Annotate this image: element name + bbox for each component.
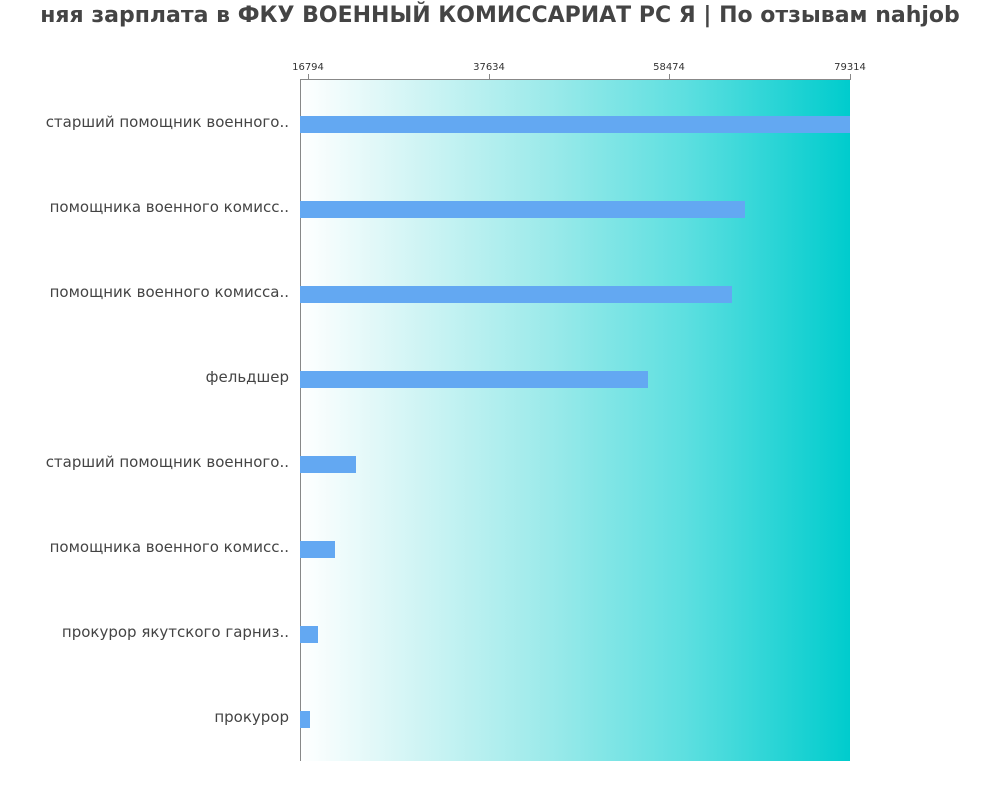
bar — [300, 456, 356, 473]
category-label: старший помощник военного.. — [45, 453, 289, 471]
category-label: помощника военного комисс.. — [49, 198, 289, 216]
bar — [300, 541, 335, 558]
x-tick-label: 37634 — [473, 62, 505, 73]
x-axis-line — [300, 79, 851, 80]
category-label: прокурор — [214, 708, 289, 726]
category-label: фельдшер — [205, 368, 289, 386]
x-tick-mark — [308, 74, 309, 80]
plot-area — [300, 80, 850, 761]
bar — [300, 201, 745, 218]
x-tick-mark — [489, 74, 490, 80]
x-tick-label: 58474 — [653, 62, 685, 73]
bar — [300, 711, 310, 728]
category-label: старший помощник военного.. — [45, 113, 289, 131]
x-tick-mark — [850, 74, 851, 80]
bar — [300, 626, 318, 643]
bar — [300, 286, 732, 303]
x-tick-label: 79314 — [834, 62, 866, 73]
category-label: помощника военного комисс.. — [49, 538, 289, 556]
bar — [300, 116, 850, 133]
category-label: прокурор якутского гарниз.. — [61, 623, 289, 641]
chart-title: няя зарплата в ФКУ ВОЕННЫЙ КОМИССАРИАТ Р… — [40, 3, 960, 28]
category-label: помощник военного комисса.. — [49, 283, 289, 301]
bar — [300, 371, 648, 388]
y-axis-line — [300, 80, 301, 761]
x-tick-mark — [669, 74, 670, 80]
x-tick-label: 16794 — [292, 62, 324, 73]
